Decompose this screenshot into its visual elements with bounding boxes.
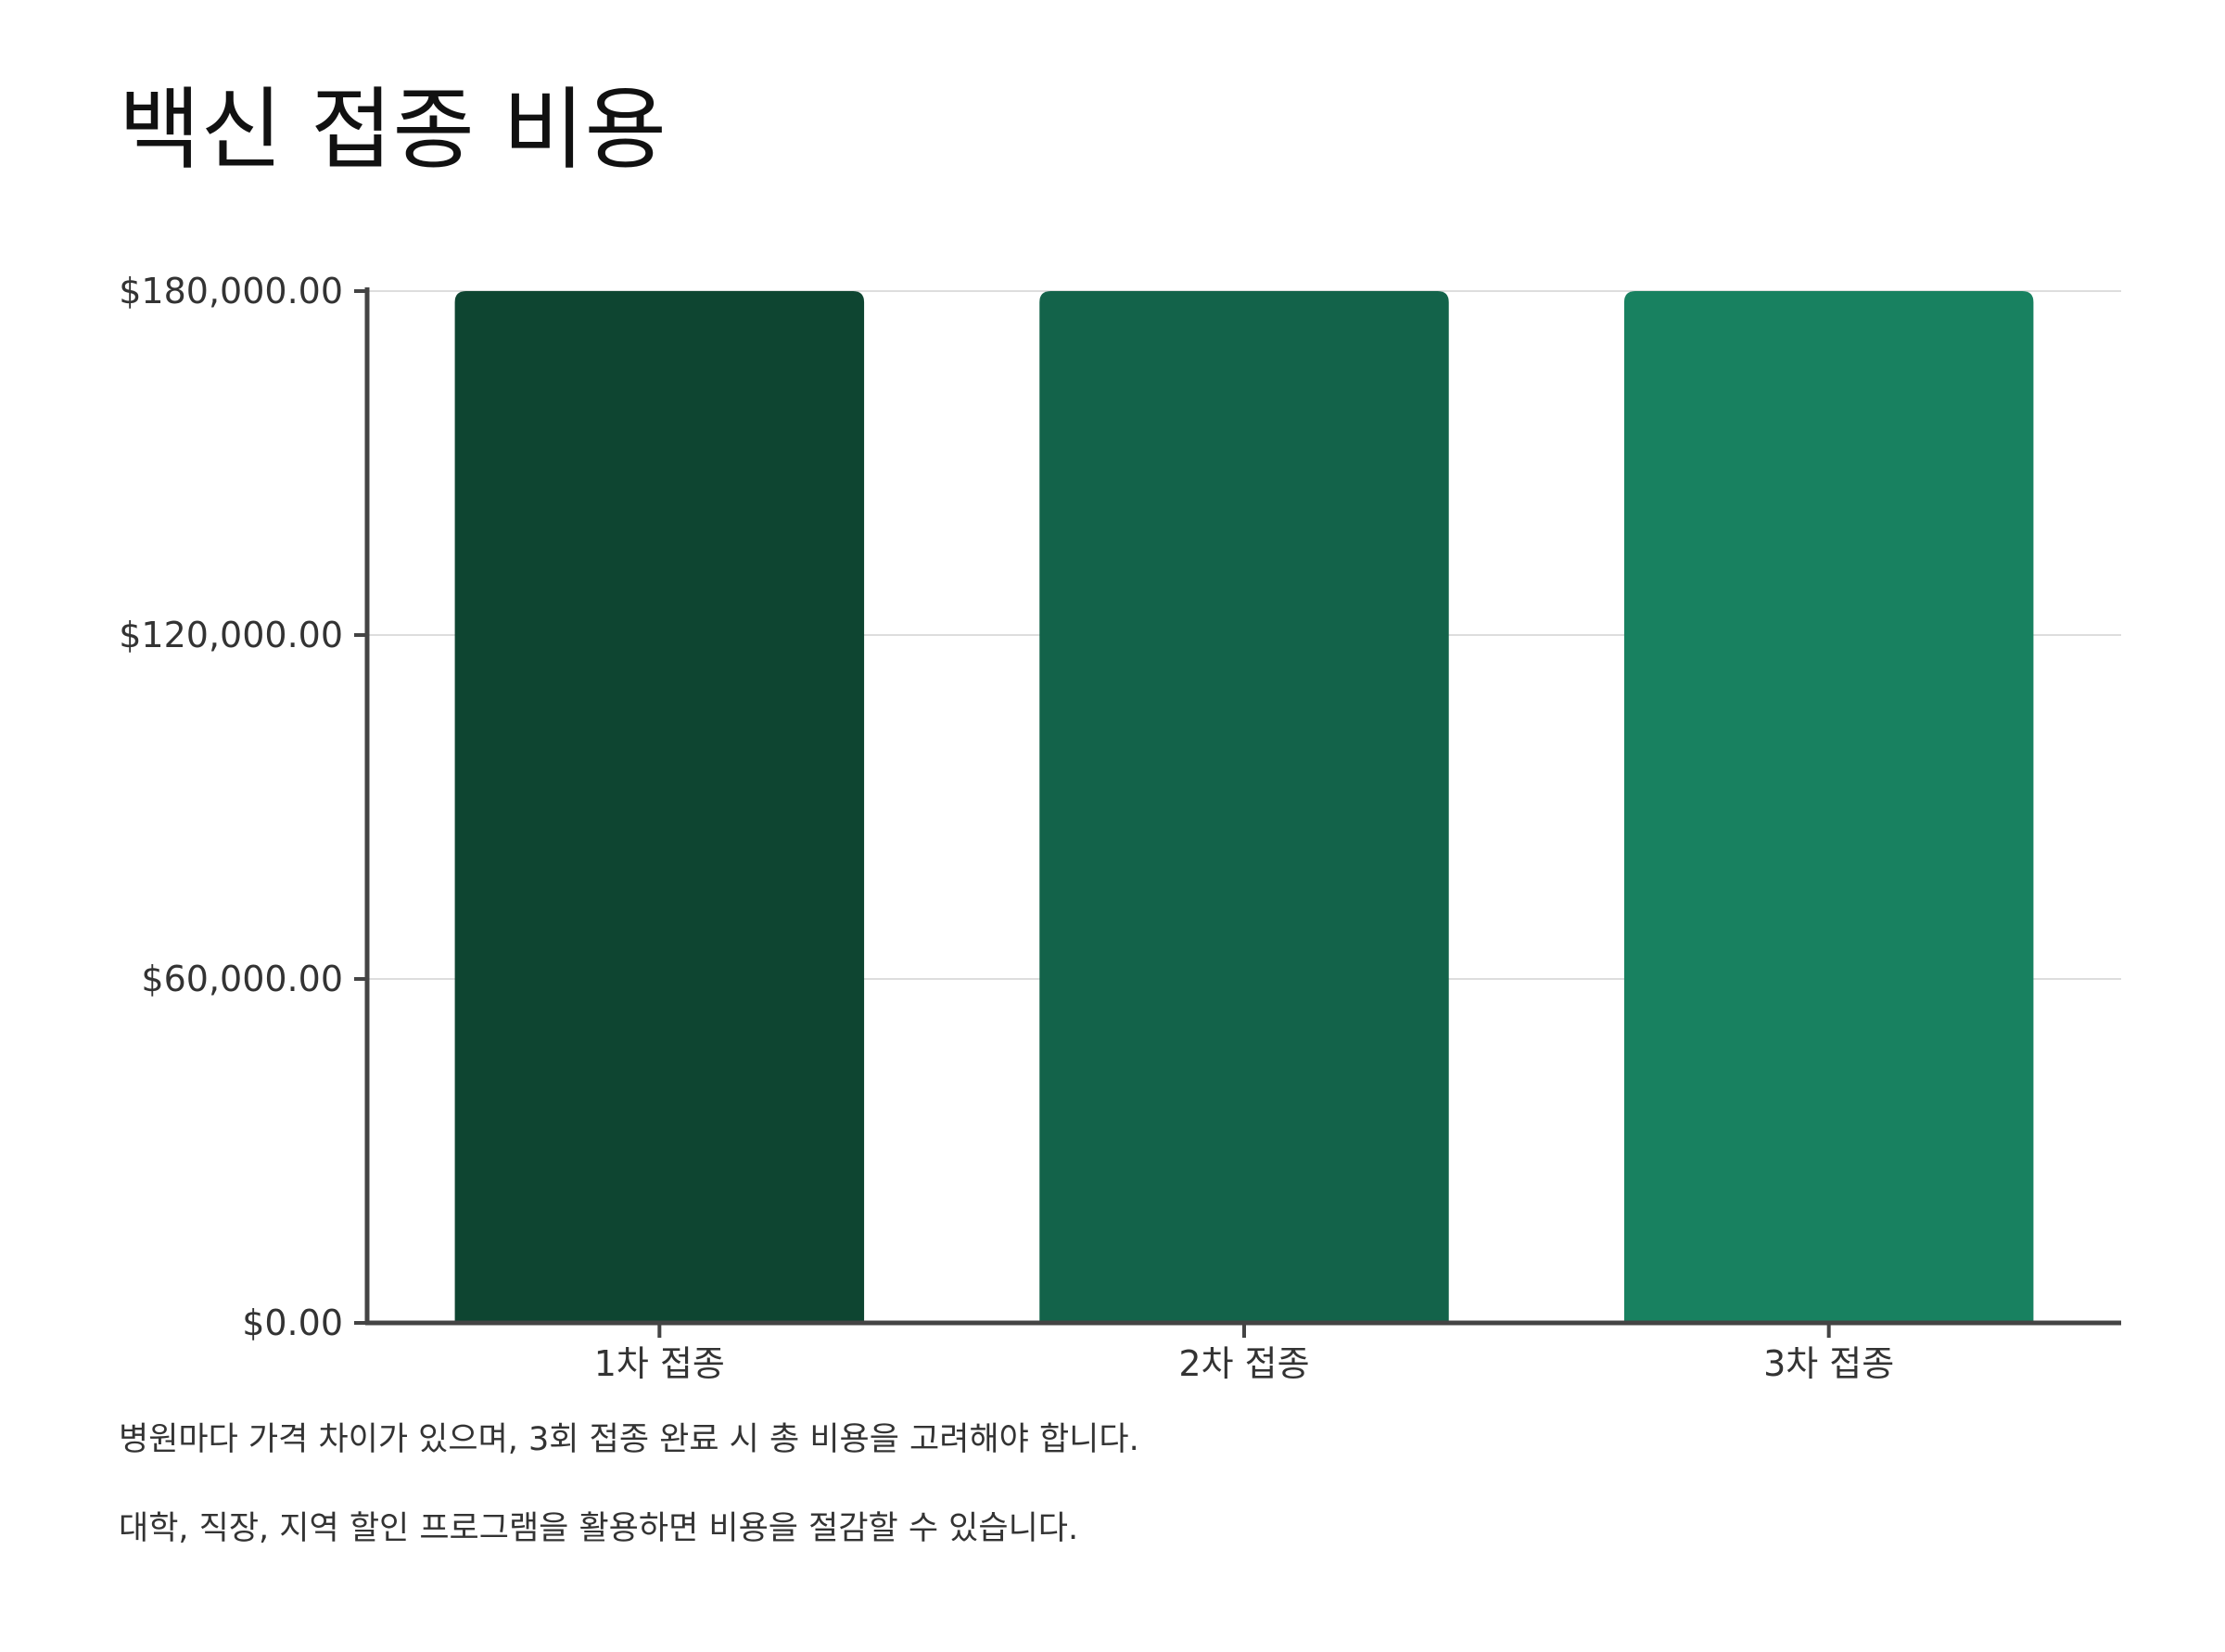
bar-3 bbox=[1623, 291, 2034, 1323]
note-price-difference: 병원마다 가격 차이가 있으며, 3회 접종 완료 시 총 비용을 고려해야 합… bbox=[119, 1421, 1139, 1458]
y-tick-label-0: $0.00 bbox=[242, 1303, 343, 1343]
note-discount-programs: 대학, 직장, 지역 할인 프로그램을 활용하면 비용을 절감할 수 있습니다. bbox=[119, 1510, 1079, 1547]
y-tick-label-1: $60,000.00 bbox=[141, 959, 343, 999]
notes-section: 병원마다 가격 차이가 있으며, 3회 접종 완료 시 총 비용을 고려해야 합… bbox=[119, 1420, 2158, 1548]
page-title: 백신 접종 비용 bbox=[119, 78, 667, 182]
x-tick-label-1: 1차 접종 bbox=[594, 1343, 725, 1384]
bar-1 bbox=[454, 291, 865, 1323]
y-tick-label-3: $180,000.00 bbox=[119, 271, 343, 311]
chart-area: $0.00 $60,000.00 $120,000.00 $180,000.00 1차 … bbox=[119, 271, 2121, 1384]
bar-2 bbox=[1039, 291, 1449, 1323]
x-tick-label-3: 3차 접종 bbox=[1763, 1343, 1894, 1384]
bar-chart: $0.00 $60,000.00 $120,000.00 $180,000.00 1차 … bbox=[119, 271, 2121, 1384]
y-tick-label-2: $120,000.00 bbox=[119, 615, 343, 655]
x-tick-label-2: 2차 접종 bbox=[1178, 1343, 1309, 1384]
